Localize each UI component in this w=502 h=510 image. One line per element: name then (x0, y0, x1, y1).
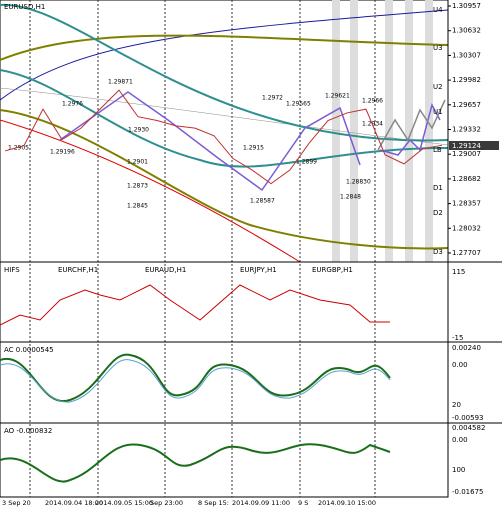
price-annotation: 1.2905 (8, 145, 29, 152)
plot-frame (0, 0, 449, 498)
price-tick-label: 1.29982 (452, 76, 481, 84)
time-label: 3 Sep 20 (2, 499, 31, 507)
ao-axis-label: 0.00 (452, 436, 468, 444)
ac-axis-label: 0.00240 (452, 344, 481, 352)
ac-curves (0, 353, 391, 403)
price-annotation: 1.2972 (262, 95, 283, 102)
time-label: 8 Sep 15: (198, 499, 229, 507)
day-separators (29, 0, 376, 497)
pair-label: EURAUD,H1 (145, 266, 186, 274)
level-label: U4 (433, 6, 443, 14)
price-annotation: 1.2848 (340, 194, 361, 201)
ao-title: AO -0.000832 (4, 427, 52, 435)
price-tick-label: 1.27707 (452, 249, 481, 257)
hifs-axis-label: -15 (452, 334, 463, 342)
price-annotation: 1.2845 (127, 203, 148, 210)
price-tick-label: 1.29007 (452, 150, 481, 158)
price-tick-label: 1.29657 (452, 101, 481, 109)
hifs-title: HIFS (4, 266, 20, 274)
ao-curves (0, 443, 391, 483)
price-annotation: 1.2976 (62, 101, 83, 108)
price-annotation: 1.29621 (325, 93, 350, 100)
current-price: 1.29124 (452, 142, 481, 150)
time-label: 2014.09.05 15:00 (95, 499, 153, 507)
price-annotation: 1.2915 (243, 145, 264, 152)
price-tick-label: 1.29332 (452, 126, 481, 134)
ac-axis-label: 20 (452, 401, 461, 409)
price-annotation: 1.2966 (362, 98, 383, 105)
pair-label: EURCHF,H1 (58, 266, 98, 274)
close-line (4, 89, 443, 185)
ao-axis-label: -0.01675 (452, 488, 483, 496)
price-annotation: 1.29196 (50, 149, 75, 156)
ao-axis-label: 0.004582 (452, 424, 485, 432)
time-label: 2014.09.10 15:00 (318, 499, 376, 507)
level-label: D3 (433, 248, 443, 256)
hifs-curves (0, 284, 390, 326)
level-label: U1 (433, 108, 443, 116)
ac-title: AC 0.0000545 (4, 346, 54, 354)
level-label: U2 (433, 83, 443, 91)
indicator-curves (0, 3, 449, 263)
price-tick-label: 1.28682 (452, 175, 481, 183)
price-tick-label: 1.28357 (452, 200, 481, 208)
price-annotation: 1.2901 (127, 159, 148, 166)
hifs-axis-label: 115 (452, 268, 465, 276)
price-annotation: 1.2930 (128, 127, 149, 134)
price-tick-label: 1.30307 (452, 51, 481, 59)
symbol-title: EURUSD,H1 (4, 3, 45, 11)
time-label: 2014.09.04 18:00 (45, 499, 103, 507)
price-tick-label: 1.30957 (452, 2, 481, 10)
price-annotation: 1.28587 (250, 198, 275, 205)
current-price-box (449, 141, 499, 150)
level-label: D2 (433, 209, 443, 217)
price-annotation: 1.28830 (346, 179, 371, 186)
ac-axis-label: -0.00593 (452, 414, 483, 422)
price-annotation: 1.2899 (296, 159, 317, 166)
price-annotation: 1.2873 (127, 183, 148, 190)
pair-label: EURJPY,H1 (240, 266, 277, 274)
level-label: D1 (433, 184, 443, 192)
time-label: 2014.09.09 11:00 (232, 499, 290, 507)
time-label: Sep 23:00 (150, 499, 183, 507)
time-label: 9 S (298, 499, 308, 507)
pair-label: EURGBP,H1 (312, 266, 353, 274)
ao-axis-label: 100 (452, 466, 465, 474)
level-label: U3 (433, 44, 443, 52)
price-tick-label: 1.28032 (452, 224, 481, 232)
price-annotation: 1.29871 (108, 79, 133, 86)
price-annotation: 1.29565 (286, 101, 311, 108)
ac-axis-label: 0.00 (452, 361, 468, 369)
price-tick-label: 1.30632 (452, 27, 481, 35)
level-label: LB (433, 146, 442, 154)
